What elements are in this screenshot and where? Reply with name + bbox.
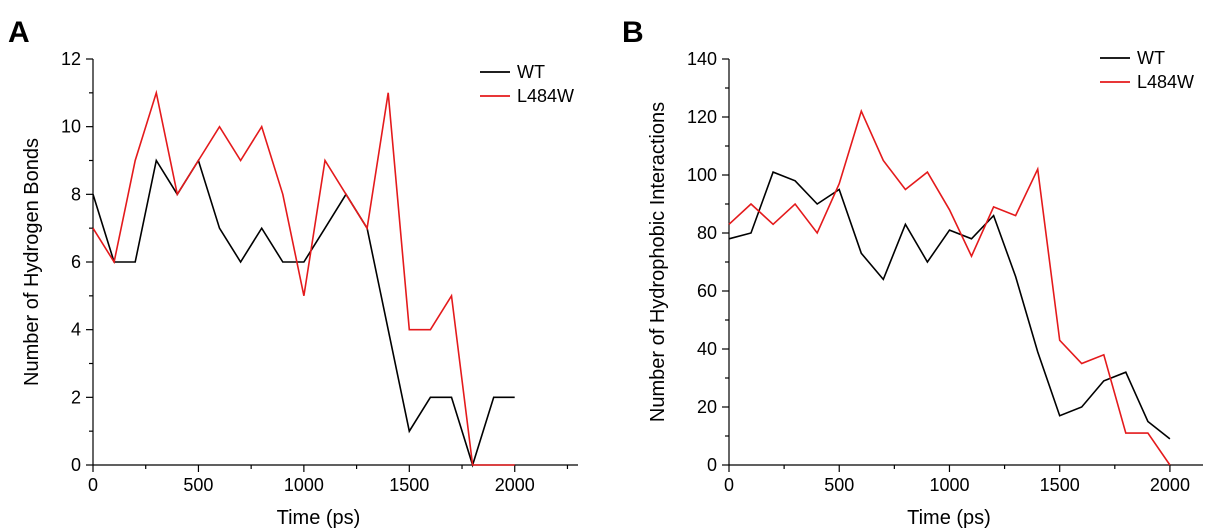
x-tick-label: 1500 [1040,475,1080,495]
legend: WT L484W [1100,48,1194,92]
y-tick-label: 12 [61,49,81,69]
x-tick-label: 500 [183,475,213,495]
y-tick-label: 80 [697,223,717,243]
legend-label: L484W [1137,72,1194,92]
panel-letter: A [8,16,30,49]
x-axis-label: Time (ps) [907,507,991,529]
y-axis-label: Number of Hydrogen Bonds [21,138,43,386]
y-tick-label: 100 [687,165,717,185]
legend-label: WT [517,62,545,82]
y-tick-label: 0 [71,455,81,475]
y-tick-label: 120 [687,107,717,127]
panel-letter: B [622,16,644,49]
chart-panel-b: B 0 20 40 60 80 100 120 140 0 500 1000 1500 2000 Time … [622,16,1203,529]
x-tick-label: 1000 [284,475,324,495]
chart-panel-a: A 0 2 4 6 8 10 12 0 500 1000 1500 2000 Time (ps) Numbe… [8,16,578,529]
y-tick-label: 4 [71,320,81,340]
series-line-wt [728,171,1171,440]
y-tick-label: 20 [697,397,717,417]
x-tick-label: 1000 [929,475,969,495]
series-line-l484w [728,108,1171,466]
x-tick-label: 500 [824,475,854,495]
y-tick-label: 40 [697,339,717,359]
y-tick-label: 10 [61,117,81,137]
x-tick-label: 2000 [495,475,535,495]
y-tick-label: 140 [687,49,717,69]
y-tick-label: 6 [71,252,81,272]
legend-label: L484W [517,86,574,106]
legend: WT L484W [480,62,574,106]
legend-label: WT [1137,48,1165,68]
series-line-wt [92,158,515,468]
x-tick-label: 1500 [389,475,429,495]
series-line-l484w [92,89,515,466]
y-axis-label: Number of Hydrophobic Interactions [647,102,669,422]
y-tick-label: 2 [71,387,81,407]
x-tick-label: 2000 [1150,475,1190,495]
y-tick-label: 0 [707,455,717,475]
x-axis-label: Time (ps) [277,507,361,529]
x-tick-label: 0 [724,475,734,495]
y-tick-label: 8 [71,184,81,204]
x-tick-label: 0 [88,475,98,495]
y-tick-label: 60 [697,281,717,301]
